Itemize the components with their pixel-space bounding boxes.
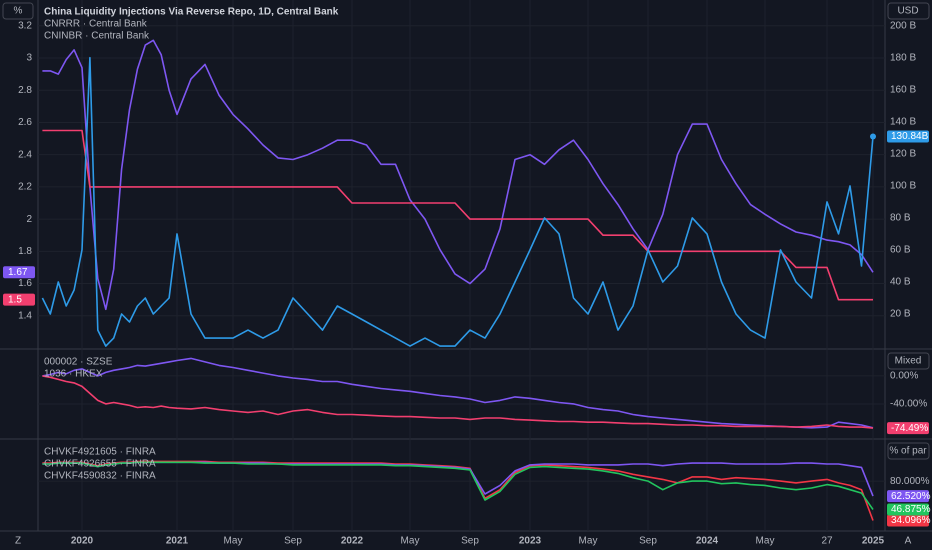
y2-tick-label: 100 B <box>890 180 916 191</box>
scale-label: Mixed <box>895 356 922 367</box>
y2-tick-label: 180 B <box>890 52 916 63</box>
last-value-label: 130.84B <box>891 131 929 142</box>
x-tick-label: 2020 <box>71 536 94 547</box>
legend-entry: CNRRR · Central Bank <box>44 19 148 30</box>
legend-entry: 1036 · HKEX <box>44 369 103 380</box>
y-unit: % <box>14 6 23 17</box>
y-tick-label: 1.8 <box>18 246 32 257</box>
scale-button[interactable] <box>887 442 930 460</box>
x-tick-label: May <box>756 536 775 547</box>
y-tick-label: 3 <box>26 53 32 64</box>
scale-label: % of par <box>889 446 927 457</box>
y-tick-label: 2.2 <box>18 182 32 193</box>
last-value-box <box>887 422 929 435</box>
corner-button[interactable]: Z <box>15 536 21 547</box>
y2-unit: USD <box>897 6 918 17</box>
series-line <box>42 460 874 521</box>
series-line <box>42 39 874 311</box>
x-tick-label: 27 <box>821 536 833 547</box>
last-value-label: 46.875% <box>891 504 931 515</box>
y2-tick-label: 20 B <box>890 309 911 320</box>
series-line <box>42 461 874 510</box>
x-tick-label: 2024 <box>696 536 719 547</box>
x-tick-label: Sep <box>639 536 657 547</box>
chart-title: China Liquidity Injections Via Reverse R… <box>44 7 339 18</box>
y-tick-label: 1.4 <box>18 310 32 321</box>
y-tick-label: 80.000% <box>890 476 930 487</box>
last-value-label: 1.67 <box>8 267 28 278</box>
last-value-box <box>3 293 35 306</box>
x-tick-label: Sep <box>284 536 302 547</box>
last-value-box <box>3 266 35 279</box>
y2-tick-label: 160 B <box>890 84 916 95</box>
y2-tick-label: 120 B <box>890 148 916 159</box>
y2-tick-label: 140 B <box>890 116 916 127</box>
last-value-box <box>887 130 929 143</box>
last-value-label: 1.5 <box>8 294 22 305</box>
x-tick-label: May <box>579 536 598 547</box>
y2-tick-label: 60 B <box>890 245 911 256</box>
series-line <box>42 357 874 429</box>
unit-box <box>887 2 930 20</box>
series-line <box>42 129 873 301</box>
y-tick-label: 2.6 <box>18 117 32 128</box>
x-tick-label: Sep <box>461 536 479 547</box>
last-value-label: 34.096% <box>891 515 931 526</box>
unit-box <box>2 2 34 20</box>
y-tick-label: 1.6 <box>18 278 32 289</box>
x-tick-label: 2025 <box>862 536 885 547</box>
y-tick-label: 0.00% <box>890 371 918 382</box>
last-point <box>870 133 876 140</box>
y2-tick-label: 80 B <box>890 213 911 224</box>
last-value-box <box>887 490 929 503</box>
y2-tick-label: 200 B <box>890 20 916 31</box>
x-tick-label: May <box>224 536 243 547</box>
series-line <box>41 56 874 347</box>
y-tick-label: 2 <box>26 214 32 225</box>
x-tick-label: May <box>401 536 420 547</box>
y2-tick-label: 40 B <box>890 277 911 288</box>
corner-button[interactable]: A <box>905 536 912 547</box>
x-tick-label: 2021 <box>166 536 189 547</box>
last-value-box <box>887 503 929 516</box>
y-tick-label: 2.8 <box>18 85 32 96</box>
y-tick-label: -40.00% <box>890 399 927 410</box>
last-value-label: 62.520% <box>891 491 931 502</box>
legend-entry: CHVKF4921605 · FINRA <box>44 447 156 458</box>
last-value-box <box>887 514 929 527</box>
legend-entry: CHVKF4590832 · FINRA <box>44 471 156 482</box>
x-tick-label: 2023 <box>519 536 542 547</box>
series-line <box>42 375 874 429</box>
y-tick-label: 3.2 <box>18 20 32 31</box>
last-value-label: -74.49% <box>891 423 928 434</box>
scale-button[interactable] <box>887 352 930 370</box>
legend-entry: CHVKF4926655 · FINRA <box>44 459 156 470</box>
legend-entry: CNINBR · Central Bank <box>44 31 150 42</box>
y-tick-label: 2.4 <box>18 149 32 160</box>
x-tick-label: 2022 <box>341 536 364 547</box>
legend-entry: 000002 · SZSE <box>44 357 113 368</box>
